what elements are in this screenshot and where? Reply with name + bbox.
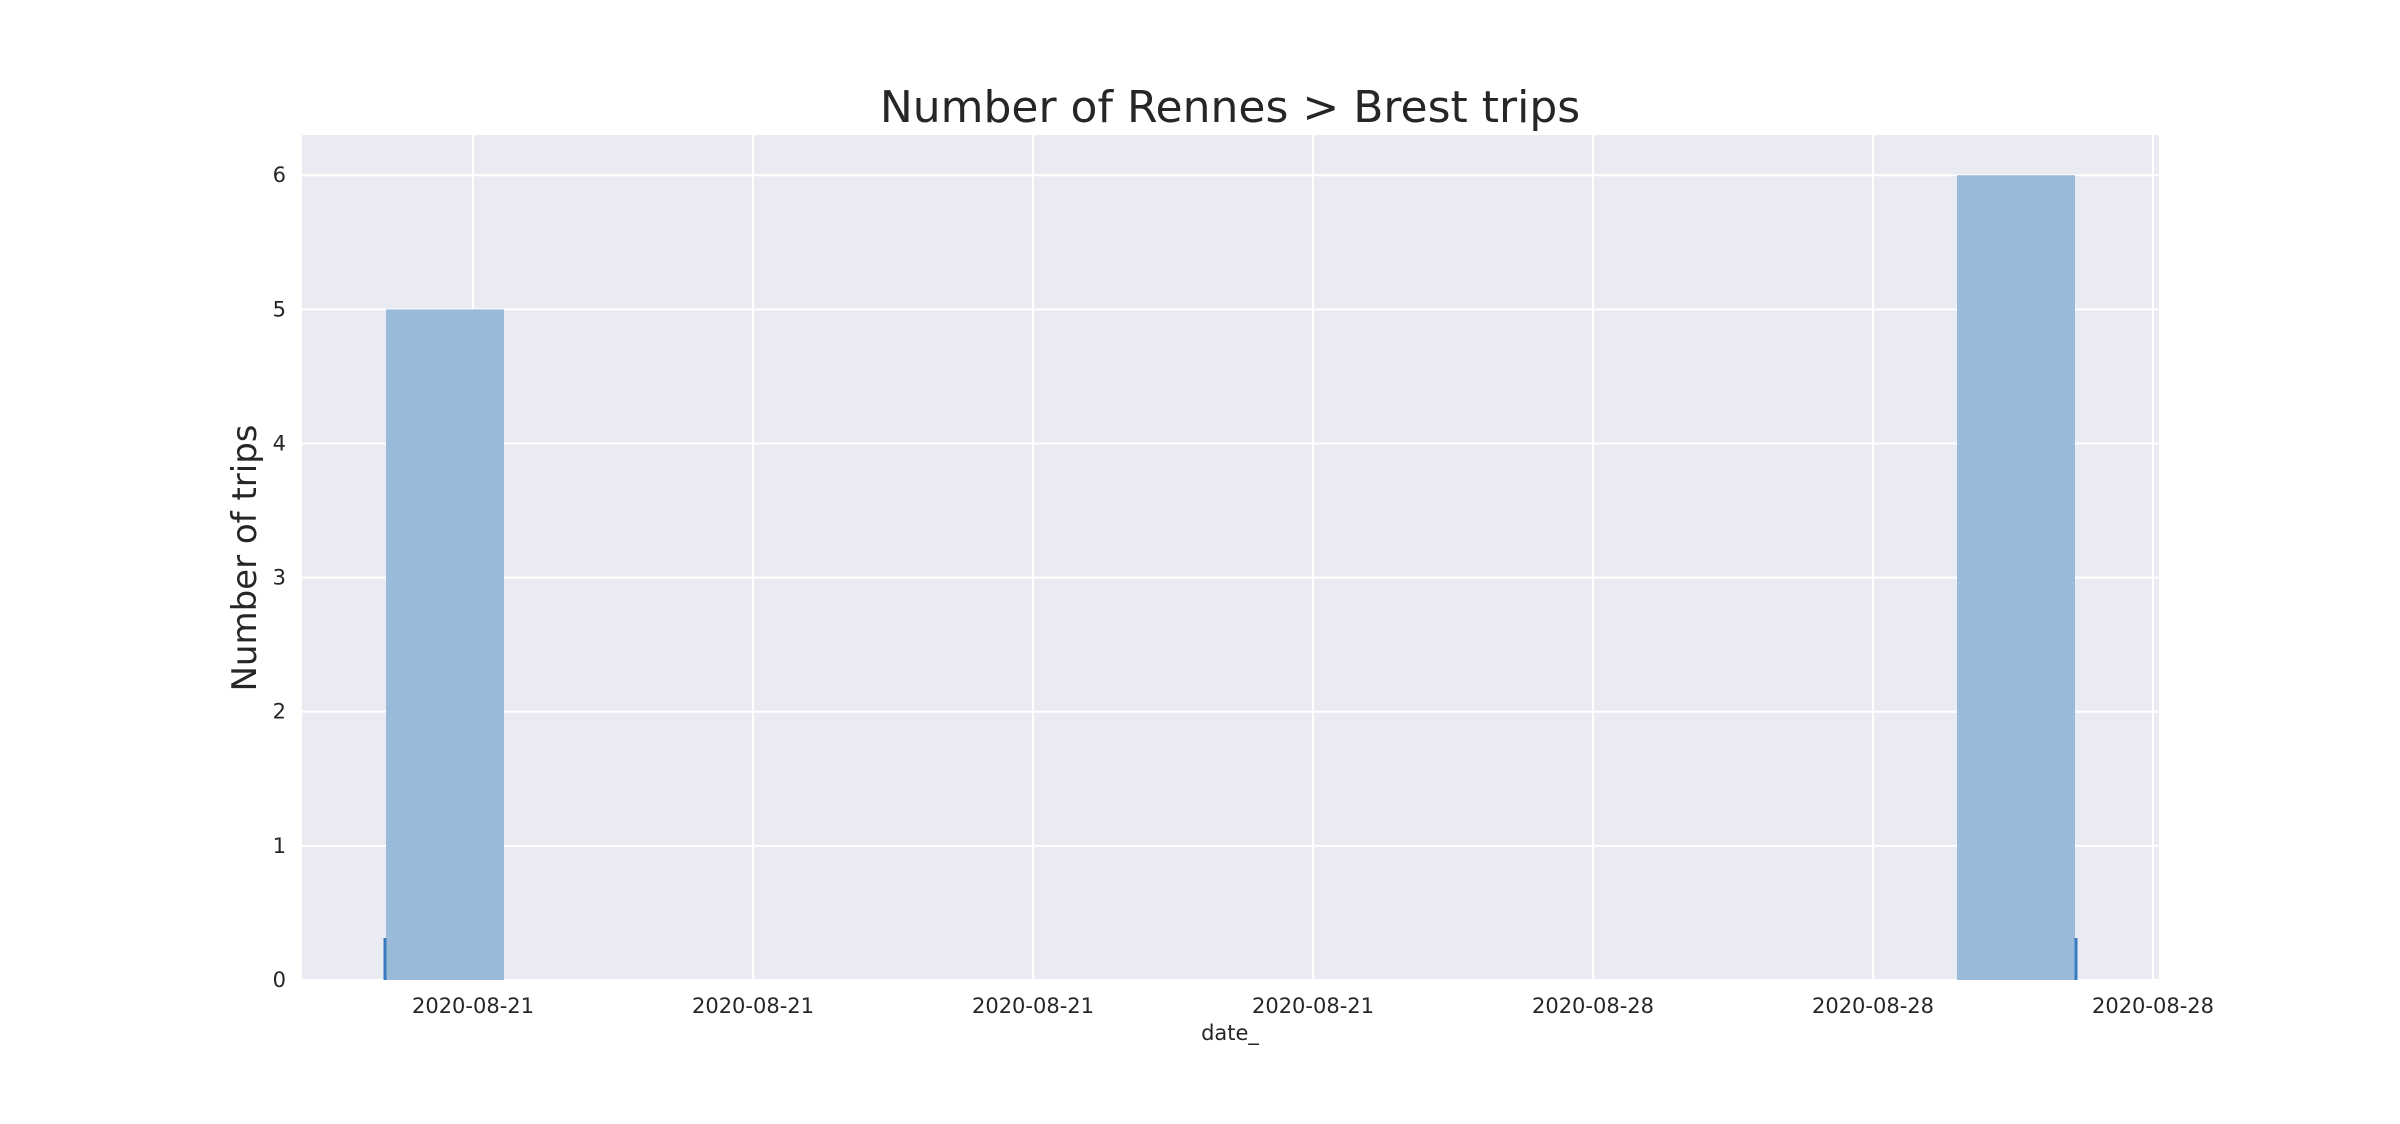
bars	[386, 175, 2075, 980]
x-axis-label: date_	[1201, 1021, 1259, 1046]
y-tick-labels: 0 1 2 3 4 5 6	[273, 163, 286, 992]
x-tick-label: 2020-08-28	[1532, 994, 1654, 1018]
x-tick-label: 2020-08-28	[2092, 994, 2214, 1018]
x-tick-label: 2020-08-21	[412, 994, 534, 1018]
x-tick-labels: 2020-08-21 2020-08-21 2020-08-21 2020-08-21…	[412, 994, 2214, 1018]
y-tick-label: 3	[273, 566, 286, 590]
bar	[386, 309, 504, 980]
x-tick-label: 2020-08-21	[972, 994, 1094, 1018]
chart-title: Number of Rennes > Brest trips	[880, 82, 1580, 133]
y-tick-label: 0	[273, 968, 286, 992]
x-tick-label: 2020-08-21	[692, 994, 814, 1018]
x-tick-label: 2020-08-28	[1812, 994, 1934, 1018]
x-tick-label: 2020-08-21	[1252, 994, 1374, 1018]
rug-marks	[383, 938, 2078, 980]
y-axis-label: Number of trips	[225, 424, 265, 691]
y-tick-label: 1	[273, 834, 286, 858]
y-tick-label: 4	[273, 431, 286, 455]
y-tick-label: 6	[273, 163, 286, 187]
bar	[1957, 175, 2075, 980]
y-tick-label: 2	[273, 700, 286, 724]
y-tick-label: 5	[273, 297, 286, 321]
plot-area	[302, 135, 2159, 980]
grid-lines	[302, 135, 2159, 981]
